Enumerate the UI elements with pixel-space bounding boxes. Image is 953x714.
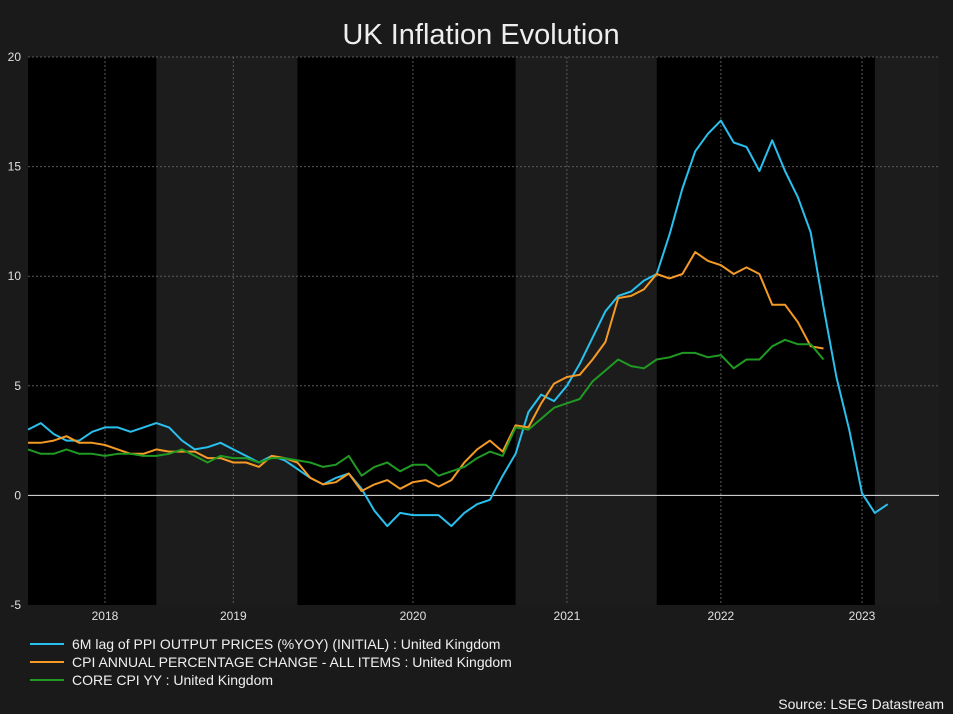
x-tick-label: 2020 xyxy=(400,609,427,623)
legend: 6M lag of PPI OUTPUT PRICES (%YOY) (INIT… xyxy=(30,636,512,688)
x-tick-label: 2021 xyxy=(554,609,581,623)
x-tick-label: 2018 xyxy=(92,609,119,623)
plot-area xyxy=(28,57,939,605)
axes: -5 0 5 10 15 20 2018 2019 2020 2021 2022 2023 xyxy=(8,50,876,623)
y-tick-label: 0 xyxy=(14,488,21,502)
source-note: Source: LSEG Datastream xyxy=(778,696,944,712)
series-line-1 xyxy=(28,251,824,492)
legend-label-0: 6M lag of PPI OUTPUT PRICES (%YOY) (INIT… xyxy=(72,636,500,652)
series-line-0 xyxy=(27,119,889,528)
shaded-band-1 xyxy=(515,57,657,605)
y-tick-label: 20 xyxy=(8,50,22,64)
x-tick-label: 2022 xyxy=(708,609,735,623)
x-tick-label: 2023 xyxy=(849,609,876,623)
series-line-2 xyxy=(27,338,825,477)
y-tick-label: 15 xyxy=(8,160,22,174)
shaded-band-0 xyxy=(156,57,298,605)
y-tick-label: -5 xyxy=(10,598,21,612)
grid xyxy=(28,56,939,605)
legend-label-2: CORE CPI YY : United Kingdom xyxy=(72,672,273,688)
y-tick-label: 10 xyxy=(8,269,22,283)
x-tick-label: 2019 xyxy=(220,609,247,623)
series-lines xyxy=(27,119,889,528)
shaded-band-2 xyxy=(874,57,939,605)
legend-label-1: CPI ANNUAL PERCENTAGE CHANGE - ALL ITEMS… xyxy=(72,654,512,670)
chart-title: UK Inflation Evolution xyxy=(342,19,619,51)
y-tick-label: 5 xyxy=(14,379,21,393)
